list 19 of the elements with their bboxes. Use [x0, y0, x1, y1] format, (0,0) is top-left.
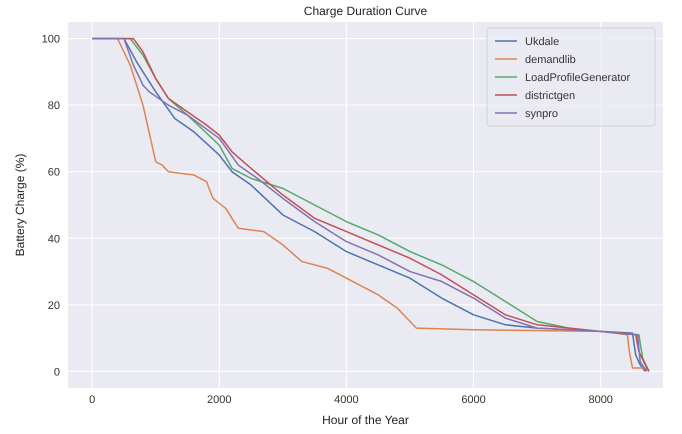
x-tick-label: 4000	[334, 394, 359, 406]
x-tick-label: 0	[89, 394, 96, 406]
legend-label: districtgen	[525, 90, 576, 102]
y-tick-label: 80	[48, 100, 60, 112]
y-tick-label: 100	[42, 34, 60, 46]
x-axis-title: Hour of the Year	[322, 413, 409, 427]
chart-title: Charge Duration Curve	[304, 4, 428, 18]
legend-label: LoadProfileGenerator	[525, 72, 631, 84]
x-tick-label: 6000	[461, 394, 486, 406]
y-tick-label: 20	[48, 300, 60, 312]
legend-label: demandlib	[525, 54, 576, 66]
y-tick-label: 0	[54, 366, 60, 378]
y-tick-label: 60	[48, 166, 60, 179]
y-axis-title: Battery Charge (%)	[13, 154, 27, 256]
legend-label: synpro	[525, 108, 558, 120]
x-tick-label: 8000	[588, 394, 613, 406]
x-tick-label: 2000	[207, 394, 232, 406]
y-tick-label: 40	[48, 233, 60, 246]
legend-label: Ukdale	[525, 36, 560, 48]
